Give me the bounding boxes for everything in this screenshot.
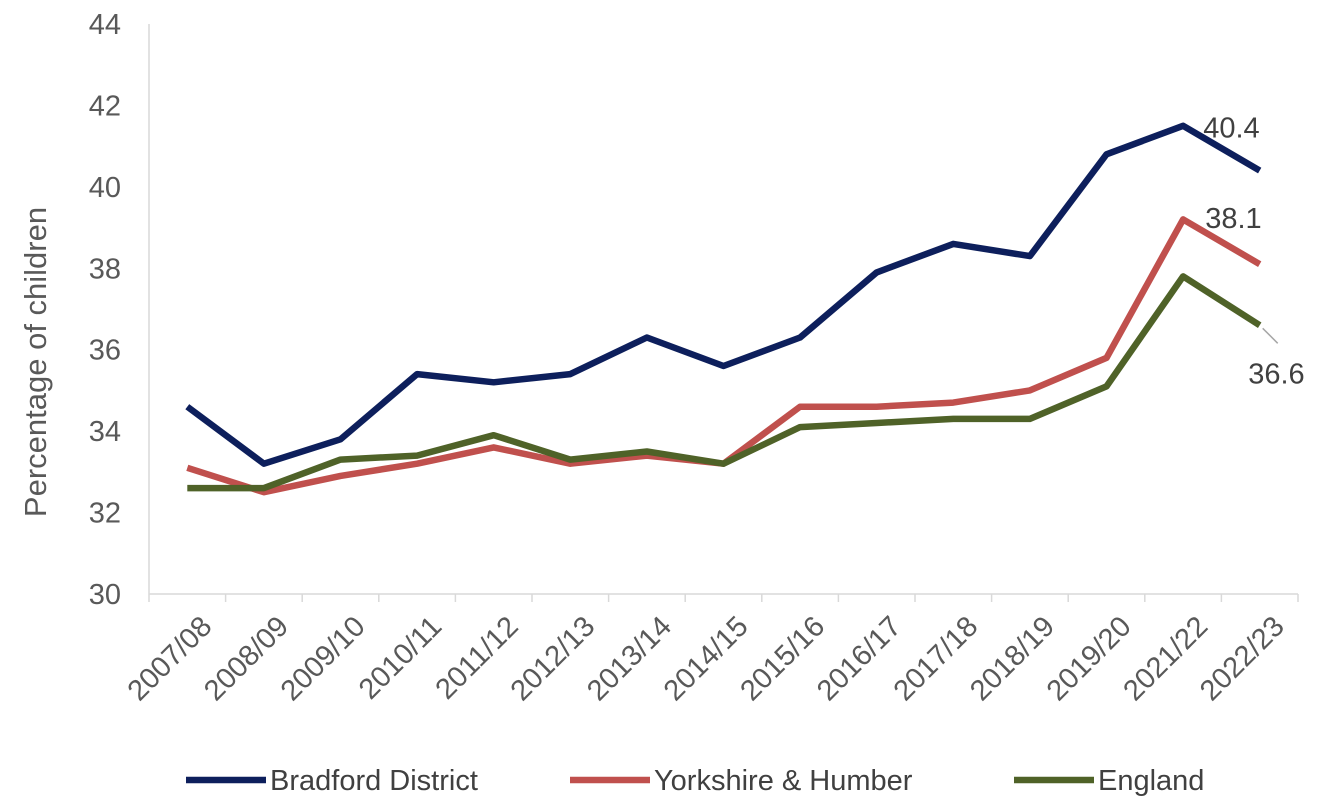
x-tick-label: 2017/18	[888, 610, 985, 707]
y-tick-label: 36	[89, 335, 121, 367]
y-tick-label: 38	[89, 253, 121, 285]
y-axis-title: Percentage of children	[18, 207, 53, 517]
data-label: 40.4	[1203, 113, 1259, 145]
x-tick-label: 2008/09	[198, 610, 295, 707]
series-line-bradford-district	[185, 122, 1262, 467]
data-label: 38.1	[1205, 203, 1261, 235]
x-tick-label: 2021/22	[1117, 610, 1214, 707]
legend-label: Yorkshire & Humber	[654, 765, 913, 797]
y-tick-label: 44	[89, 9, 121, 41]
legend-label: Bradford District	[270, 765, 478, 797]
data-labels: 40.4 38.1 36.6	[1203, 113, 1304, 391]
y-tick-label: 34	[89, 416, 121, 448]
y-tick-label: 40	[89, 172, 121, 204]
data-label: 36.6	[1248, 358, 1304, 390]
y-tick-label: 32	[89, 498, 121, 530]
series-lines	[185, 122, 1262, 496]
x-tick-label: 2009/10	[275, 610, 372, 707]
x-tick-label: 2010/11	[353, 610, 448, 705]
x-tick-label: 2018/19	[964, 610, 1061, 707]
legend: Bradford District Yorkshire & Humber Engla…	[186, 765, 1204, 797]
legend-label: England	[1098, 765, 1204, 797]
x-axis: 2007/082008/092009/102010/112011/122012/…	[122, 593, 1299, 707]
y-tick-label: 42	[89, 90, 121, 122]
x-tick-label: 2019/20	[1041, 610, 1138, 707]
x-tick-label: 2007/08	[122, 610, 219, 707]
x-tick-label: 2022/23	[1194, 610, 1291, 707]
x-tick-label: 2015/16	[734, 610, 831, 707]
series-line-england	[187, 273, 1262, 492]
series-line-yorkshire-humber	[186, 216, 1262, 496]
y-axis: 30 32 34 36 38 40 42 44	[89, 9, 150, 611]
x-tick-label: 2013/14	[581, 610, 678, 707]
x-tick-label: 2012/13	[505, 610, 602, 707]
x-tick-label: 2014/15	[658, 610, 755, 707]
y-tick-label: 30	[89, 579, 121, 611]
data-label-leader	[1262, 327, 1279, 344]
x-tick-label: 2016/17	[811, 610, 908, 707]
